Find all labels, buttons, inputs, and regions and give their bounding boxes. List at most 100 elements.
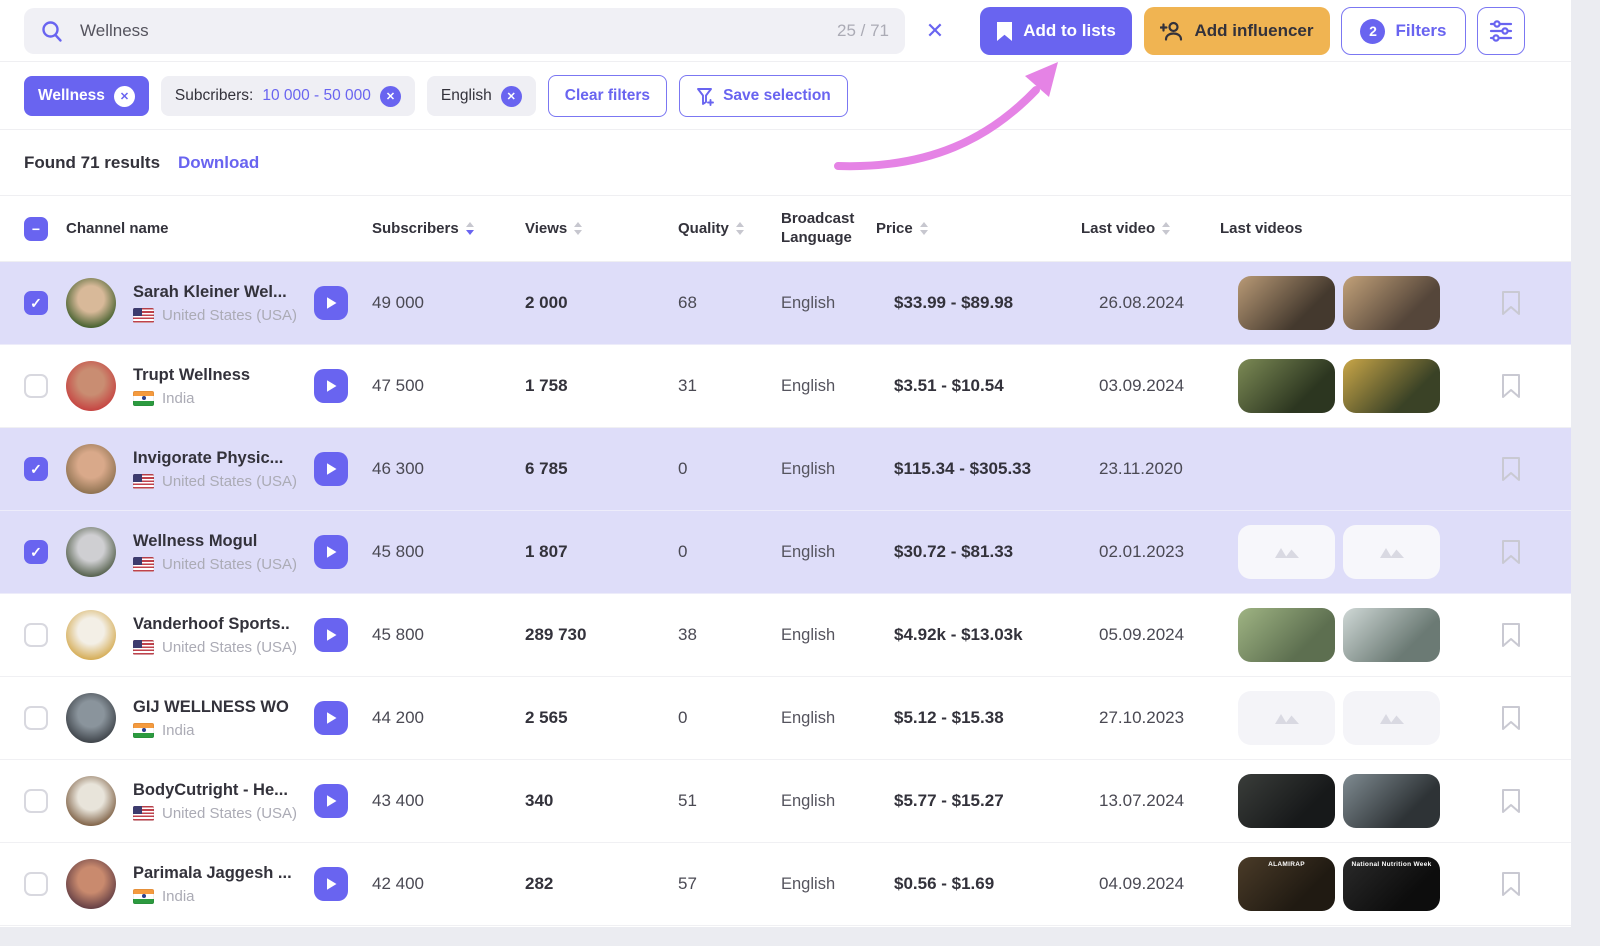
- row-checkbox[interactable]: [24, 623, 48, 647]
- avatar[interactable]: [66, 278, 116, 328]
- bookmark-row-icon[interactable]: [1501, 539, 1521, 565]
- row-checkbox[interactable]: [24, 374, 48, 398]
- broadcast-language-value: English: [781, 543, 835, 561]
- video-thumbnail[interactable]: [1343, 774, 1440, 828]
- row-checkbox[interactable]: ✓: [24, 540, 48, 564]
- video-thumbnail[interactable]: National Nutrition Week: [1343, 857, 1440, 911]
- row-checkbox[interactable]: ✓: [24, 457, 48, 481]
- download-link[interactable]: Download: [178, 153, 259, 173]
- add-to-lists-label: Add to lists: [1023, 21, 1116, 41]
- avatar[interactable]: [66, 693, 116, 743]
- bookmark-row-icon[interactable]: [1501, 290, 1521, 316]
- video-thumbnail[interactable]: [1238, 276, 1335, 330]
- channel-name[interactable]: Parimala Jaggesh ...: [133, 864, 314, 883]
- search-input[interactable]: Wellness 25 / 71: [24, 8, 905, 54]
- chip-wellness[interactable]: Wellness ✕: [24, 76, 149, 116]
- save-selection-button[interactable]: Save selection: [679, 75, 848, 117]
- table-row[interactable]: Parimala Jaggesh ... India 42 400 282 57…: [0, 843, 1571, 926]
- play-icon: [325, 794, 338, 808]
- youtube-play-button[interactable]: [314, 701, 348, 735]
- row-checkbox[interactable]: [24, 706, 48, 730]
- bookmark-row-icon[interactable]: [1501, 456, 1521, 482]
- channel-name[interactable]: Trupt Wellness: [133, 366, 314, 385]
- avatar[interactable]: [66, 444, 116, 494]
- youtube-play-button[interactable]: [314, 369, 348, 403]
- table-row[interactable]: Trupt Wellness India 47 500 1 758 31 Eng…: [0, 345, 1571, 428]
- avatar[interactable]: [66, 610, 116, 660]
- add-influencer-button[interactable]: Add influencer: [1144, 7, 1330, 55]
- clear-search-icon[interactable]: ✕: [918, 15, 952, 47]
- video-thumbnail[interactable]: [1343, 276, 1440, 330]
- table-body: ✓ Sarah Kleiner Wel... United States (US…: [0, 262, 1571, 926]
- bookmark-row-icon[interactable]: [1501, 622, 1521, 648]
- search-value: Wellness: [80, 21, 837, 41]
- thumbnail-title: National Nutrition Week: [1343, 861, 1440, 868]
- table-row[interactable]: Vanderhoof Sports.. United States (USA) …: [0, 594, 1571, 677]
- column-header-last-video[interactable]: Last video: [1081, 220, 1170, 237]
- video-thumbnail[interactable]: ALAMIRAP: [1238, 857, 1335, 911]
- row-checkbox[interactable]: [24, 789, 48, 813]
- avatar[interactable]: [66, 361, 116, 411]
- video-thumbnail[interactable]: [1238, 774, 1335, 828]
- youtube-play-button[interactable]: [314, 784, 348, 818]
- video-thumbnail[interactable]: [1238, 359, 1335, 413]
- video-thumbnail[interactable]: [1238, 608, 1335, 662]
- youtube-play-button[interactable]: [314, 535, 348, 569]
- bookmark-row-icon[interactable]: [1501, 788, 1521, 814]
- column-header-price[interactable]: Price: [876, 220, 928, 237]
- country-name: India: [162, 722, 195, 739]
- channel-name[interactable]: BodyCutright - He...: [133, 781, 314, 800]
- play-icon: [325, 628, 338, 642]
- channel-name[interactable]: Vanderhoof Sports..: [133, 615, 314, 634]
- column-header-quality[interactable]: Quality: [678, 220, 744, 237]
- clear-filters-button[interactable]: Clear filters: [548, 75, 667, 117]
- remove-chip-icon[interactable]: ✕: [114, 86, 135, 107]
- table-row[interactable]: ✓ Invigorate Physic... United States (US…: [0, 428, 1571, 511]
- country-name: United States (USA): [162, 307, 297, 324]
- avatar[interactable]: [66, 776, 116, 826]
- avatar[interactable]: [66, 527, 116, 577]
- select-all-checkbox[interactable]: −: [24, 217, 48, 241]
- remove-chip-icon[interactable]: ✕: [380, 86, 401, 107]
- row-checkbox[interactable]: ✓: [24, 291, 48, 315]
- chip-subscribers[interactable]: Subcribers: 10 000 - 50 000 ✕: [161, 76, 415, 116]
- add-to-lists-button[interactable]: Add to lists: [980, 7, 1132, 55]
- video-thumbnail[interactable]: [1343, 359, 1440, 413]
- channel-name[interactable]: Wellness Mogul: [133, 532, 314, 551]
- country-name: United States (USA): [162, 556, 297, 573]
- youtube-play-button[interactable]: [314, 452, 348, 486]
- remove-chip-icon[interactable]: ✕: [501, 86, 522, 107]
- search-settings-button[interactable]: [1477, 7, 1525, 55]
- avatar[interactable]: [66, 859, 116, 909]
- row-checkbox[interactable]: [24, 872, 48, 896]
- bookmark-row-icon[interactable]: [1501, 705, 1521, 731]
- image-placeholder-icon: [1274, 545, 1300, 559]
- quality-value: 0: [678, 542, 687, 561]
- channel-name[interactable]: GIJ WELLNESS WO: [133, 698, 314, 717]
- column-header-views[interactable]: Views: [525, 220, 582, 237]
- bookmark-row-icon[interactable]: [1501, 373, 1521, 399]
- save-selection-label: Save selection: [723, 87, 831, 105]
- sort-icon: [736, 222, 744, 235]
- column-header-subscribers[interactable]: Subscribers: [372, 220, 474, 237]
- table-row[interactable]: ✓ Wellness Mogul United States (USA) 45 …: [0, 511, 1571, 594]
- country-flag-icon: [133, 889, 154, 904]
- channel-name[interactable]: Sarah Kleiner Wel...: [133, 283, 314, 302]
- table-row[interactable]: GIJ WELLNESS WO India 44 200 2 565 0 Eng…: [0, 677, 1571, 760]
- youtube-play-button[interactable]: [314, 618, 348, 652]
- youtube-play-button[interactable]: [314, 286, 348, 320]
- table-row[interactable]: ✓ Sarah Kleiner Wel... United States (US…: [0, 262, 1571, 345]
- bookmark-row-icon[interactable]: [1501, 871, 1521, 897]
- results-table: − Channel name Subscribers Views Quality…: [0, 196, 1571, 926]
- youtube-play-button[interactable]: [314, 867, 348, 901]
- price-range-value: $5.77 - $15.27: [894, 791, 1004, 810]
- table-row[interactable]: BodyCutright - He... United States (USA)…: [0, 760, 1571, 843]
- filters-button[interactable]: 2 Filters: [1341, 7, 1466, 55]
- video-thumbnail[interactable]: [1343, 608, 1440, 662]
- chip-english[interactable]: English ✕: [427, 76, 536, 116]
- last-video-date: 27.10.2023: [1099, 708, 1184, 727]
- price-range-value: $3.51 - $10.54: [894, 376, 1004, 395]
- channel-name[interactable]: Invigorate Physic...: [133, 449, 314, 468]
- main-panel: Wellness 25 / 71 ✕ Add to lists Add infl…: [0, 0, 1571, 927]
- subscribers-value: 47 500: [372, 376, 424, 395]
